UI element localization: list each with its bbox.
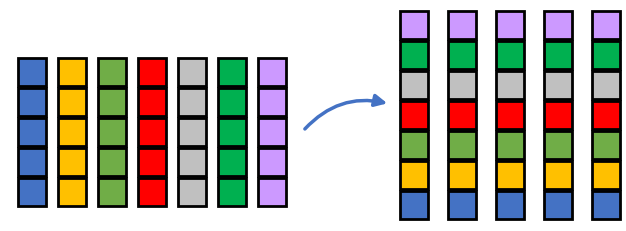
Bar <box>58 88 86 116</box>
Bar <box>138 58 166 86</box>
Bar <box>592 191 620 219</box>
Bar <box>496 131 524 159</box>
Bar <box>448 161 476 189</box>
Bar <box>400 101 428 129</box>
Bar <box>138 88 166 116</box>
Bar <box>592 131 620 159</box>
Bar <box>18 148 46 176</box>
Bar <box>496 191 524 219</box>
Bar <box>218 118 246 146</box>
Bar <box>448 11 476 39</box>
Bar <box>544 131 572 159</box>
Bar <box>400 41 428 69</box>
Bar <box>98 88 126 116</box>
Bar <box>400 11 428 39</box>
Bar <box>496 161 524 189</box>
Bar <box>138 118 166 146</box>
Bar <box>178 88 206 116</box>
Bar <box>592 11 620 39</box>
Bar <box>544 101 572 129</box>
Bar <box>178 58 206 86</box>
Bar <box>400 131 428 159</box>
Bar <box>544 41 572 69</box>
Bar <box>592 71 620 99</box>
Bar <box>496 71 524 99</box>
Bar <box>400 191 428 219</box>
Bar <box>98 118 126 146</box>
Bar <box>258 88 286 116</box>
Bar <box>400 71 428 99</box>
Bar <box>18 178 46 206</box>
Bar <box>592 41 620 69</box>
Bar <box>448 71 476 99</box>
Bar <box>496 101 524 129</box>
Bar <box>448 41 476 69</box>
Bar <box>58 58 86 86</box>
Bar <box>98 178 126 206</box>
Bar <box>58 118 86 146</box>
Bar <box>138 178 166 206</box>
Bar <box>98 58 126 86</box>
Bar <box>98 148 126 176</box>
Bar <box>592 101 620 129</box>
Bar <box>218 88 246 116</box>
Bar <box>18 118 46 146</box>
Bar <box>448 131 476 159</box>
Bar <box>496 41 524 69</box>
Bar <box>544 161 572 189</box>
Bar <box>258 148 286 176</box>
Bar <box>592 161 620 189</box>
Bar <box>178 148 206 176</box>
Bar <box>544 191 572 219</box>
Bar <box>178 178 206 206</box>
Bar <box>18 88 46 116</box>
Bar <box>178 118 206 146</box>
Bar <box>544 71 572 99</box>
Bar <box>448 191 476 219</box>
Bar <box>218 178 246 206</box>
Bar <box>138 148 166 176</box>
Bar <box>544 11 572 39</box>
Bar <box>258 58 286 86</box>
Bar <box>58 178 86 206</box>
Bar <box>18 58 46 86</box>
Bar <box>400 161 428 189</box>
Bar <box>258 118 286 146</box>
Bar <box>496 11 524 39</box>
Bar <box>218 148 246 176</box>
Bar <box>58 148 86 176</box>
Bar <box>258 178 286 206</box>
Bar <box>218 58 246 86</box>
Bar <box>448 101 476 129</box>
